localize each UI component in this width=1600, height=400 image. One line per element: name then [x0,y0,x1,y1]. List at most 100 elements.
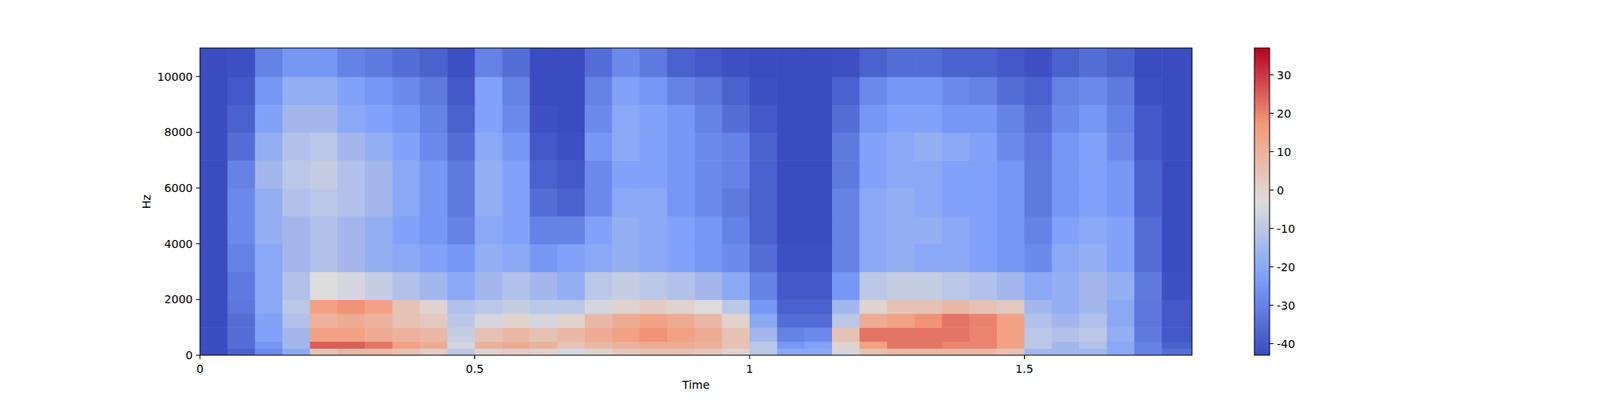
cell [1052,313,1080,328]
cell [1134,348,1163,356]
x-tick-label: 0.5 [465,362,484,376]
cell [1134,244,1163,272]
cell [996,341,1025,349]
cell [200,272,228,300]
cell [474,341,503,349]
cell [914,216,943,244]
cell [859,299,888,314]
cell [282,299,311,314]
cell [364,327,393,342]
cell [640,341,668,349]
cell [474,188,503,216]
cell [996,188,1025,216]
cell [502,188,531,216]
y-label: Hz [140,194,153,209]
cell [447,327,476,342]
cell [474,104,503,133]
cell [694,48,723,77]
cell [447,48,476,77]
cell [749,341,778,349]
y-tick [196,76,200,77]
cell [447,341,476,349]
cell [1107,76,1136,105]
cell [667,216,696,244]
y-tick [196,299,200,300]
cell [529,244,558,272]
cell [557,188,586,216]
cell [529,188,558,216]
cell [282,188,311,216]
cell [749,132,778,160]
cell [474,348,503,356]
cell [1161,327,1192,342]
cell [420,299,448,314]
cell [941,160,970,188]
cell [832,76,860,105]
cell [1107,104,1136,133]
cell [1107,132,1136,160]
cell [584,76,613,105]
cell [1024,272,1052,300]
cell [640,216,668,244]
cell [420,188,448,216]
cell [859,327,888,342]
cell [749,313,778,328]
cell [1079,216,1108,244]
cell [309,160,338,188]
cell [474,160,503,188]
cell [887,299,916,314]
cell [337,132,366,160]
cell [227,76,256,105]
cell [996,104,1025,133]
cell [1134,160,1163,188]
cell [612,188,640,216]
cell [282,244,311,272]
y-tick-label: 4000 [164,237,193,251]
cell [722,341,751,349]
cell [969,348,998,356]
cell [667,160,696,188]
cell [392,341,420,349]
cell [941,188,970,216]
cell [914,348,943,356]
cell [227,160,256,188]
cell [502,272,531,300]
cell [832,244,860,272]
cell [227,188,256,216]
cell [859,216,888,244]
cell [1079,104,1108,133]
cell [255,348,284,356]
cell [941,327,970,342]
cell [282,216,311,244]
y-tick [196,243,200,244]
cell [309,244,338,272]
cell [694,160,723,188]
cell [1024,48,1052,77]
cell [447,216,476,244]
cell [804,160,833,188]
cell [1052,272,1080,300]
cell [200,327,228,342]
cell [584,348,613,356]
cell [584,299,613,314]
cell [941,341,970,349]
cell [749,299,778,314]
cell [1052,327,1080,342]
cell [364,348,393,356]
cell [392,313,420,328]
cell [859,132,888,160]
cell [529,48,558,77]
cell [529,272,558,300]
cell [227,348,256,356]
cell [941,76,970,105]
cell [694,327,723,342]
cell [1134,104,1163,133]
cell [255,132,284,160]
cell [722,216,751,244]
cell [914,76,943,105]
cell [337,48,366,77]
cell [474,313,503,328]
cell [804,341,833,349]
cell [914,341,943,349]
cell [1079,341,1108,349]
